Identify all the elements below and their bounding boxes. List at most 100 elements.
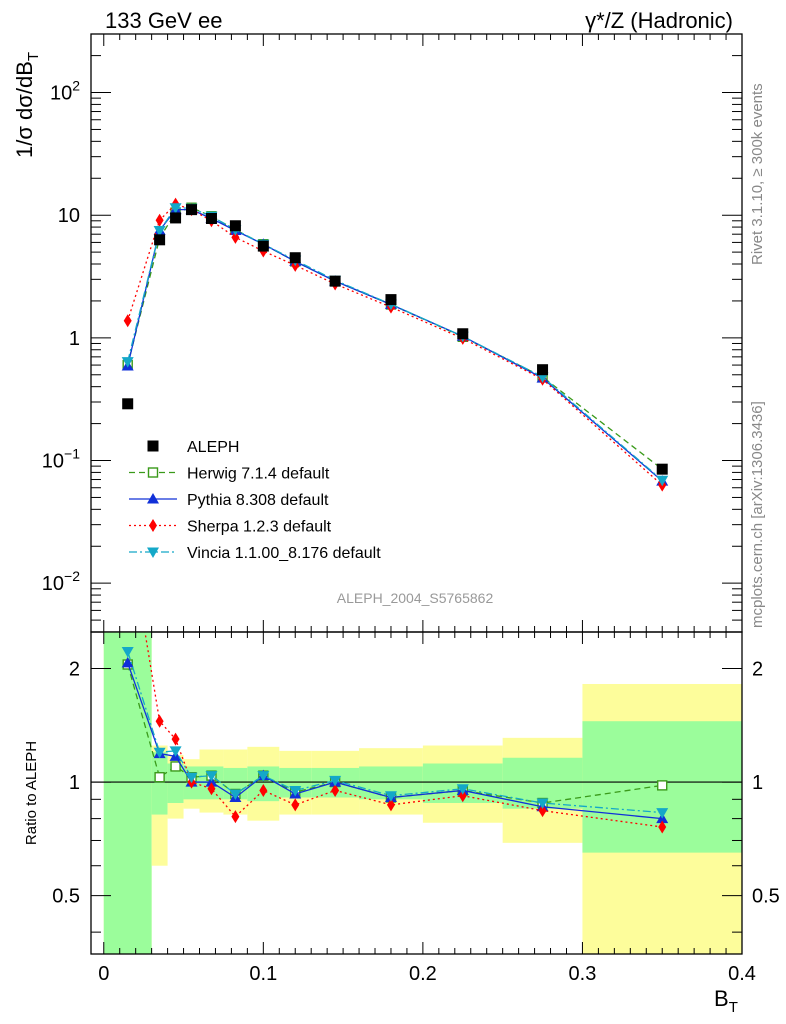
ratio-band-inner bbox=[223, 767, 248, 800]
main-x-ticks bbox=[103, 34, 743, 632]
data-point-sherpa bbox=[231, 230, 240, 244]
ratio-point-vincia bbox=[329, 775, 342, 787]
data-point-data bbox=[170, 212, 182, 224]
ratio-x-ticks: 0 0.1 0.2 0.3 0.4 bbox=[98, 632, 756, 985]
legend-entry-vincia: Vincia 1.1.00_8.176 default bbox=[129, 545, 381, 562]
ratio-series-sherpa bbox=[124, 520, 667, 834]
series-herwig bbox=[122, 202, 668, 475]
legend-label-pythia: Pythia 8.308 default bbox=[187, 492, 329, 509]
ratio-point-sherpa bbox=[231, 810, 240, 824]
main-y-axis-label-subscript: T bbox=[25, 52, 42, 61]
ratio-point-sherpa bbox=[538, 804, 547, 818]
header-right-title: γ*/Z (Hadronic) bbox=[585, 8, 733, 33]
data-point-data bbox=[289, 252, 301, 264]
legend-label-sherpa: Sherpa 1.2.3 default bbox=[187, 519, 332, 536]
legend-marker-herwig bbox=[147, 467, 159, 478]
x-tick-label: 0.3 bbox=[569, 963, 597, 985]
ratio-point-vincia bbox=[153, 747, 166, 759]
data-point-vincia bbox=[121, 357, 134, 368]
ratio-band-inner bbox=[103, 632, 152, 954]
ratio-y-ticks: 2 2 1 1 0.5 0.5 bbox=[52, 659, 780, 933]
main-y-tick-label: 102 bbox=[50, 78, 80, 105]
ratio-band-inner bbox=[167, 763, 184, 804]
ratio-point-sherpa bbox=[458, 789, 467, 803]
ratio-bands bbox=[103, 632, 742, 954]
ratio-point-sherpa bbox=[658, 820, 667, 834]
ratio-y-tick-label-right: 0.5 bbox=[752, 886, 780, 908]
ratio-point-sherpa bbox=[291, 798, 300, 812]
data-point-vincia bbox=[153, 226, 166, 237]
data-point-data bbox=[329, 275, 341, 287]
series-data bbox=[122, 204, 668, 475]
ratio-point-vincia bbox=[456, 784, 469, 795]
data-point-data bbox=[457, 328, 469, 340]
ratio-point-vincia bbox=[656, 808, 669, 819]
main-y-tick-label: 10 bbox=[58, 205, 80, 227]
data-point-vincia bbox=[656, 475, 669, 487]
data-point-data bbox=[154, 234, 166, 246]
ratio-series-vincia bbox=[121, 646, 669, 819]
data-point-sherpa bbox=[123, 314, 132, 328]
ratio-point-sherpa bbox=[124, 520, 132, 533]
main-y-axis-label-text: 1/σ dσ/dB bbox=[12, 61, 37, 158]
main-series-layer bbox=[121, 197, 669, 492]
ratio-point-vincia bbox=[229, 789, 242, 800]
ratio-y-axis-label: Ratio to ALEPH bbox=[23, 741, 40, 845]
legend-entry-herwig: Herwig 7.1.4 default bbox=[129, 466, 330, 483]
ratio-point-sherpa bbox=[171, 732, 180, 746]
ratio-y-tick-label: 0.5 bbox=[52, 886, 80, 908]
ratio-point-sherpa bbox=[155, 714, 164, 728]
analysis-label: ALEPH_2004_S5765862 bbox=[337, 590, 494, 606]
data-point-data bbox=[537, 364, 549, 376]
ratio-series-layer bbox=[121, 520, 669, 834]
ratio-point-sherpa bbox=[331, 783, 340, 797]
main-y-tick-label-exp: 2 bbox=[72, 78, 80, 94]
legend-marker-data bbox=[147, 440, 159, 452]
ratio-y-tick-label: 2 bbox=[69, 659, 80, 681]
legend-marker-pythia bbox=[147, 493, 159, 504]
x-tick-label: 0.1 bbox=[249, 963, 277, 985]
data-point-data bbox=[122, 398, 134, 410]
ratio-point-herwig bbox=[154, 772, 165, 783]
data-point-data bbox=[205, 212, 217, 224]
legend-entry-pythia: Pythia 8.308 default bbox=[129, 492, 329, 509]
ratio-point-vincia bbox=[289, 785, 302, 797]
ratio-panel: 0 0.1 0.2 0.3 0.4 2 21 10.5 0.5 Ratio to ALEPH … bbox=[23, 520, 780, 1016]
ratio-point-vincia bbox=[257, 771, 270, 782]
main-y-tick-label-base: 10 bbox=[50, 83, 72, 105]
ratio-point-sherpa bbox=[259, 783, 268, 797]
legend-entry-data: ALEPH bbox=[147, 439, 239, 456]
main-y-axis-label: 1/σ dσ/dBT bbox=[12, 52, 42, 158]
ratio-point-herwig bbox=[170, 761, 181, 772]
ratio-frame bbox=[90, 631, 743, 955]
data-point-sherpa bbox=[155, 213, 164, 227]
data-point-data bbox=[656, 463, 668, 475]
legend-label-vincia: Vincia 1.1.00_8.176 default bbox=[187, 545, 381, 562]
ratio-y-tick-label-right: 2 bbox=[752, 659, 763, 681]
legend-marker-sherpa bbox=[149, 519, 157, 532]
header-left-title: 133 GeV ee bbox=[105, 8, 222, 33]
x-tick-label: 0 bbox=[98, 963, 109, 985]
main-frame bbox=[90, 33, 743, 633]
legend: ALEPH Herwig 7.1.4 default Pythia 8.308 de… bbox=[129, 439, 381, 562]
legend-label-data: ALEPH bbox=[187, 439, 239, 456]
main-y-tick-label: 1 bbox=[69, 328, 80, 350]
x-tick-label: 0.4 bbox=[728, 963, 756, 985]
ratio-point-vincia bbox=[185, 772, 198, 784]
ratio-band-inner bbox=[151, 752, 168, 815]
x-axis-label-subscript: T bbox=[729, 999, 738, 1016]
legend-entry-sherpa: Sherpa 1.2.3 default bbox=[129, 519, 332, 536]
ratio-y-tick-label: 1 bbox=[69, 772, 80, 794]
mcplots-reference-text: mcplots.cern.ch [arXiv:1306.3436] bbox=[749, 401, 766, 628]
main-y-tick-label-base: 10 bbox=[42, 451, 64, 473]
data-point-data bbox=[257, 240, 269, 252]
main-y-tick-label-exp: −1 bbox=[64, 446, 80, 462]
legend-marker-vincia bbox=[147, 547, 159, 558]
ratio-point-vincia bbox=[384, 791, 397, 802]
main-y-tick-label: 10−2 bbox=[42, 568, 80, 595]
ratio-point-sherpa bbox=[207, 782, 216, 796]
rivet-version-text: Rivet 3.1.10, ≥ 300k events bbox=[749, 83, 766, 265]
